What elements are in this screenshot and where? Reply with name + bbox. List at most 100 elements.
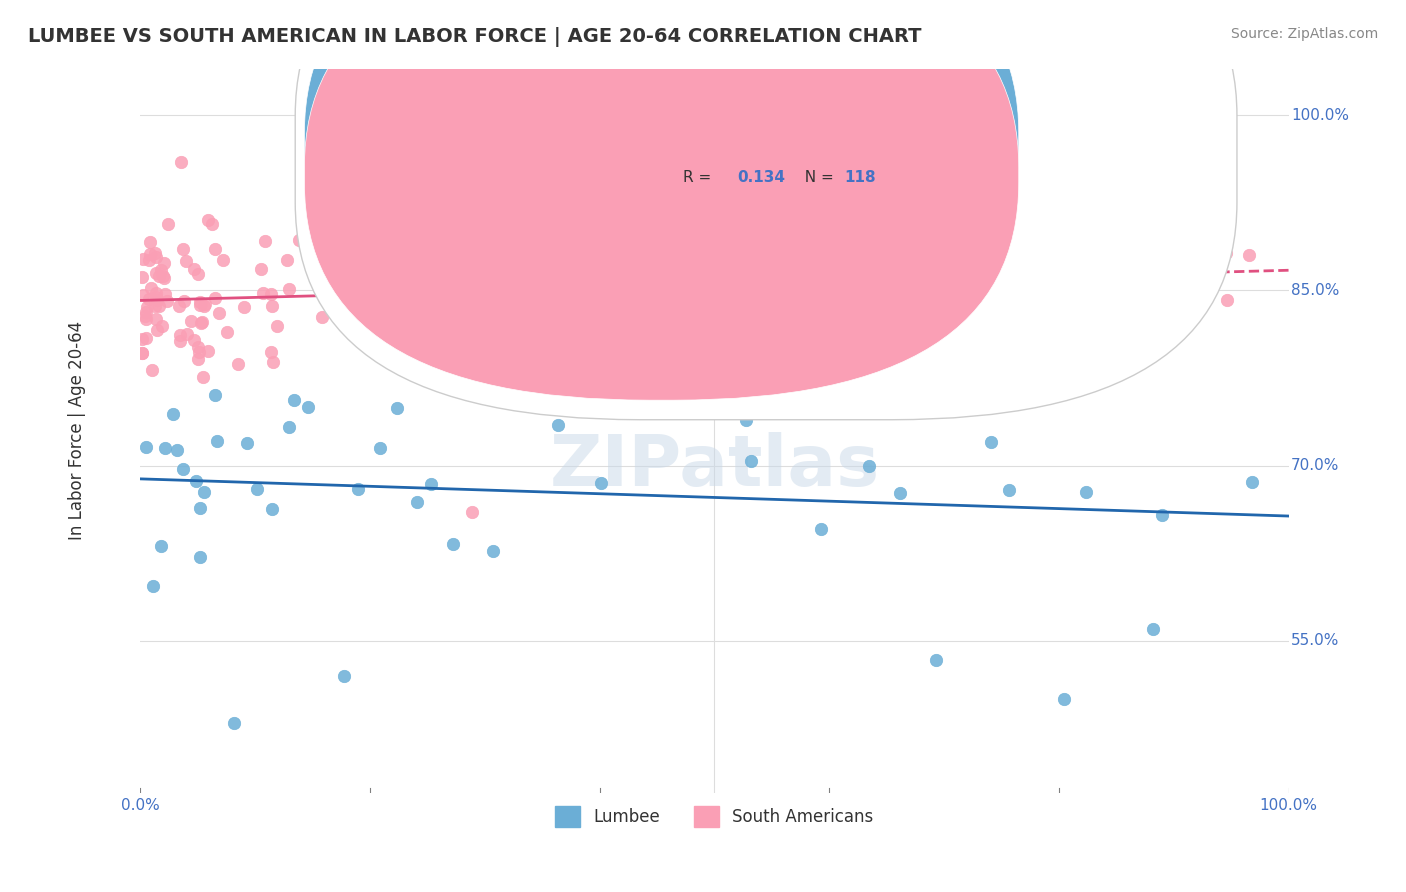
Point xyxy=(551,296,574,310)
Point xyxy=(1074,300,1097,314)
Point xyxy=(1074,485,1097,500)
Point xyxy=(149,263,172,277)
Point xyxy=(153,287,176,301)
Point xyxy=(149,539,172,553)
Point xyxy=(201,217,224,231)
Point xyxy=(188,501,211,516)
Point xyxy=(187,267,209,281)
Point xyxy=(180,314,202,328)
Point xyxy=(204,291,226,305)
Point xyxy=(328,273,350,287)
Text: R =: R = xyxy=(683,169,717,185)
Point xyxy=(131,332,153,346)
Point xyxy=(1241,475,1264,489)
Point xyxy=(385,401,408,415)
Point xyxy=(740,454,762,468)
Point xyxy=(146,293,169,307)
FancyBboxPatch shape xyxy=(305,0,1019,401)
Point xyxy=(193,485,215,500)
Point xyxy=(191,369,214,384)
Point xyxy=(135,304,157,318)
Point xyxy=(1237,248,1260,262)
Text: Source: ZipAtlas.com: Source: ZipAtlas.com xyxy=(1230,27,1378,41)
FancyBboxPatch shape xyxy=(305,0,1019,366)
Point xyxy=(368,442,391,456)
Point xyxy=(249,261,271,276)
Point xyxy=(262,355,284,369)
Point xyxy=(174,253,197,268)
Point xyxy=(956,309,979,323)
Point xyxy=(211,252,233,267)
Text: -0.080: -0.080 xyxy=(737,136,792,151)
Point xyxy=(190,297,212,311)
Text: N =: N = xyxy=(794,169,838,185)
Point xyxy=(188,550,211,565)
Text: 85.0%: 85.0% xyxy=(1291,283,1340,298)
Point xyxy=(193,299,215,313)
Point xyxy=(547,417,569,432)
Point xyxy=(335,223,357,237)
Point xyxy=(173,242,195,256)
Point xyxy=(190,316,212,330)
Point xyxy=(418,264,440,278)
Point xyxy=(443,310,465,325)
Point xyxy=(135,331,157,345)
Point xyxy=(863,384,886,398)
Point xyxy=(134,309,156,323)
Point xyxy=(204,388,226,402)
Point xyxy=(145,286,167,301)
Point xyxy=(145,312,167,326)
Point xyxy=(226,358,249,372)
Point xyxy=(1052,692,1074,706)
Point xyxy=(153,256,176,270)
Point xyxy=(735,413,758,427)
Point xyxy=(145,266,167,280)
Point xyxy=(141,363,163,377)
Point xyxy=(135,440,157,454)
Point xyxy=(145,250,167,264)
Point xyxy=(1092,281,1115,295)
Point xyxy=(260,344,283,359)
Point xyxy=(184,475,207,489)
Point xyxy=(266,319,288,334)
Point xyxy=(406,495,429,509)
Point xyxy=(143,246,166,260)
Point xyxy=(252,285,274,300)
Point xyxy=(276,253,298,268)
Point xyxy=(191,315,214,329)
Point xyxy=(138,292,160,306)
Point xyxy=(167,299,190,313)
Point xyxy=(373,265,395,279)
Point xyxy=(554,383,576,397)
Point xyxy=(915,384,938,399)
Point xyxy=(148,268,170,283)
Point xyxy=(157,217,180,231)
Point xyxy=(419,476,441,491)
Point xyxy=(141,281,163,295)
Point xyxy=(183,333,205,347)
Text: In Labor Force | Age 20-64: In Labor Force | Age 20-64 xyxy=(67,321,86,541)
Point xyxy=(1150,508,1173,523)
Point xyxy=(204,242,226,256)
Point xyxy=(142,579,165,593)
Point xyxy=(197,213,219,227)
Point xyxy=(925,653,948,667)
Text: LUMBEE VS SOUTH AMERICAN IN LABOR FORCE | AGE 20-64 CORRELATION CHART: LUMBEE VS SOUTH AMERICAN IN LABOR FORCE … xyxy=(28,27,921,46)
Point xyxy=(517,285,540,300)
Point xyxy=(278,419,301,434)
Point xyxy=(297,400,319,414)
Point xyxy=(187,352,209,367)
Point xyxy=(262,501,284,516)
Point xyxy=(737,351,759,366)
Point xyxy=(283,392,305,407)
Point xyxy=(998,483,1021,497)
Point xyxy=(169,334,191,348)
Point xyxy=(166,443,188,458)
Point xyxy=(131,346,153,360)
Point xyxy=(659,312,682,326)
Text: 46: 46 xyxy=(844,136,866,151)
Point xyxy=(370,318,392,332)
Point xyxy=(139,246,162,260)
Point xyxy=(340,245,363,260)
FancyBboxPatch shape xyxy=(295,0,1237,420)
